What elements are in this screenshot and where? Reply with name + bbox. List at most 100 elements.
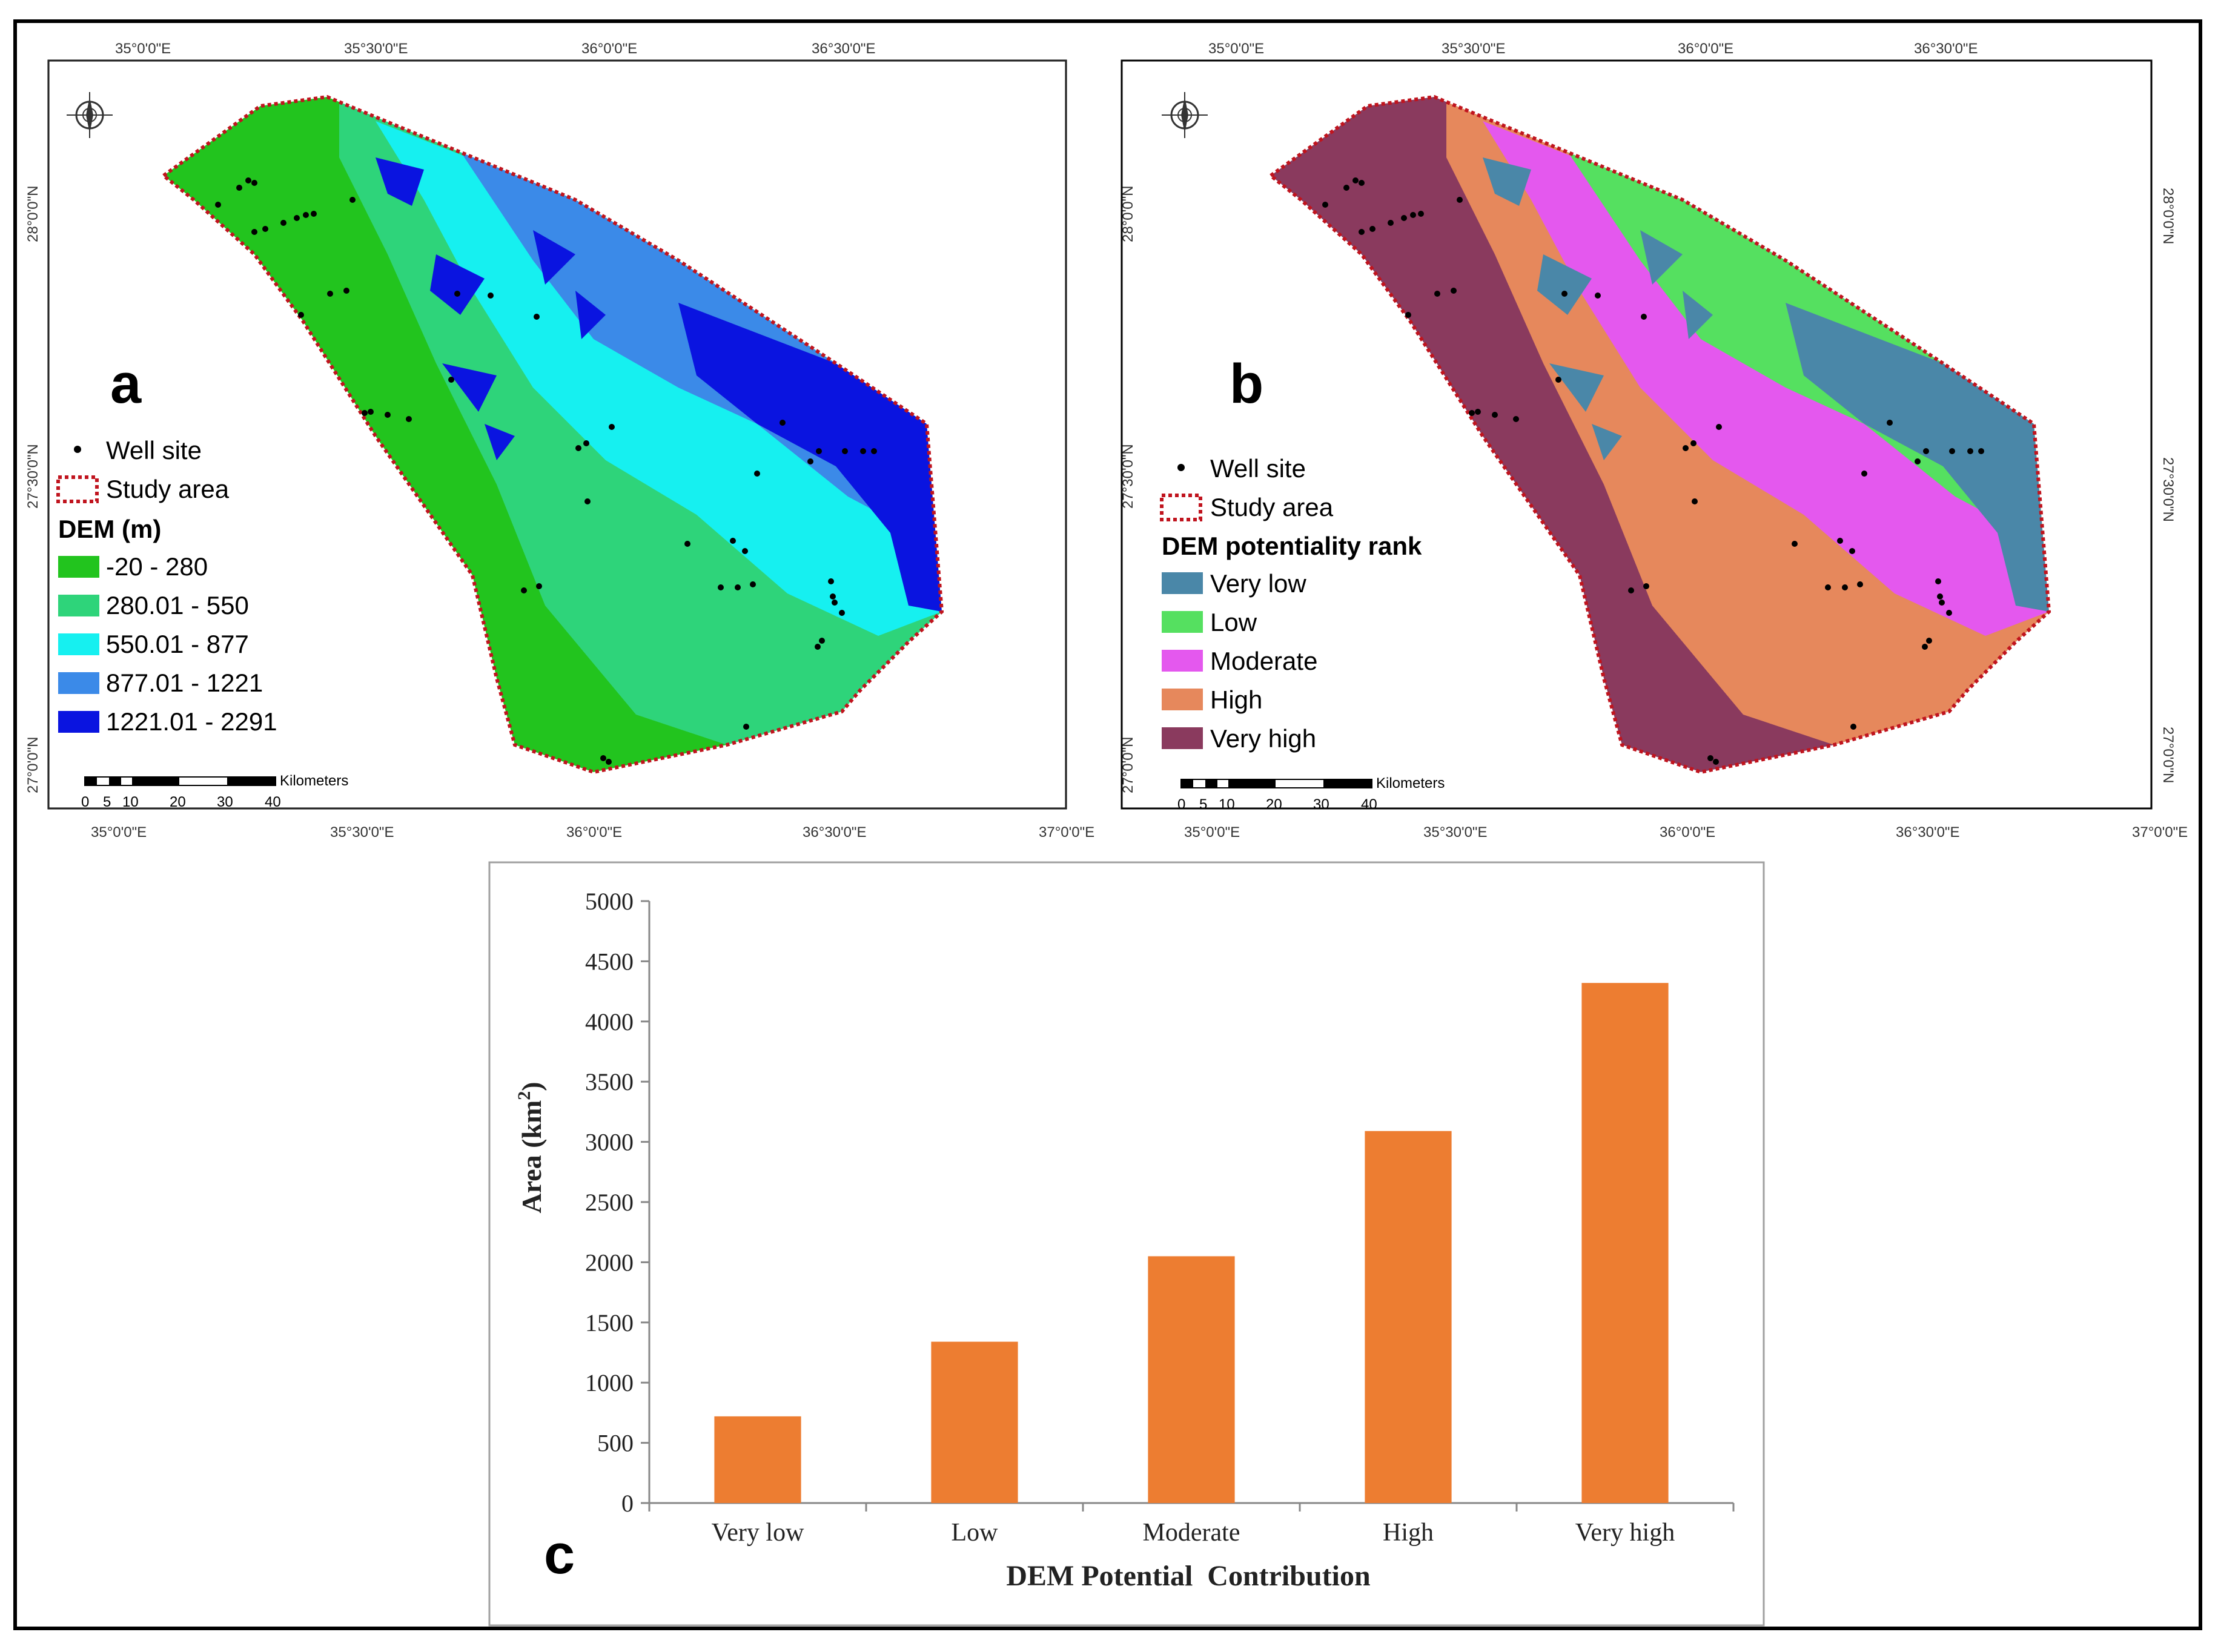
svg-text:35°0'0"E: 35°0'0"E [91,824,147,841]
panel-b-legend: Well site Study area DEM potentiality ra… [1160,454,1422,753]
svg-text:37°0'0"E: 37°0'0"E [1039,824,1094,841]
y-tick-label: 2000 [585,1249,634,1276]
ylabel-close: ) [516,1082,547,1091]
panel-a-scale-tick: 20 [170,794,186,810]
panel-a-wells [215,177,877,765]
panel-a-scale-tick: 0 [81,794,89,810]
svg-text:36°0'0"E: 36°0'0"E [566,824,622,841]
panel-a-legend-class-2: 280.01 - 550 [106,591,249,620]
panel-a-study-area [164,97,942,772]
panel-b-potentiality-map: b Well site Study area DEM potentiality … [1120,41,2188,841]
y-tick-label: 4500 [585,948,634,975]
svg-text:35°30'0"E: 35°30'0"E [1423,824,1487,841]
svg-text:27°30'0"N: 27°30'0"N [2160,457,2176,522]
svg-text:36°30'0"E: 36°30'0"E [812,41,875,57]
chart-x-axis: Very low Low Moderate High Very high [712,1519,1675,1547]
svg-text:35°0'0"E: 35°0'0"E [115,41,171,57]
panel-a-letter: a [110,353,142,415]
compass-icon [67,92,113,138]
panel-a-legend-class-3: 550.01 - 877 [106,630,249,658]
y-tick-label: 3000 [585,1129,634,1156]
ylabel-sup: 2 [514,1091,534,1100]
panel-a-legend: Well site Study area DEM (m) -20 - 280 2… [56,436,277,736]
y-tick-label: 2500 [585,1189,634,1216]
panel-a-scalebar: Kilometers 0 5 10 20 30 40 [81,773,348,810]
panel-b-scale-tick: 40 [1361,796,1377,813]
panel-b-scale-tick: 10 [1219,796,1235,813]
x-tick-label: Very high [1575,1519,1675,1547]
panel-a-scale-tick: 40 [265,794,281,810]
panel-a-bottom-ticks: 35°0'0"E 35°30'0"E 36°0'0"E 36°30'0"E 37… [91,824,1094,841]
svg-text:27°0'0"N: 27°0'0"N [2160,727,2176,783]
ylabel-main: Area (km [516,1100,547,1214]
svg-text:27°30'0"N: 27°30'0"N [25,444,41,509]
panel-c-letter: c [544,1524,575,1585]
svg-text:35°0'0"E: 35°0'0"E [1184,824,1240,841]
panel-b-scalebar: Kilometers 0 5 10 20 30 40 [1177,775,1445,813]
bar-very-high [1581,983,1669,1503]
svg-text:35°0'0"E: 35°0'0"E [1208,41,1264,57]
panel-b-legend-title: DEM potentiality rank [1162,532,1422,560]
panel-b-legend-class-4: High [1210,686,1262,714]
svg-text:36°30'0"E: 36°30'0"E [803,824,866,841]
panel-a-legend-study: Study area [106,475,230,503]
panel-a-legend-class-4: 877.01 - 1221 [106,669,263,697]
panel-b-scale-tick: 30 [1313,796,1329,813]
x-tick-label: Moderate [1143,1519,1240,1547]
bar-very-low [714,1416,801,1503]
svg-text:36°0'0"E: 36°0'0"E [1660,824,1715,841]
panel-b-legend-well: Well site [1210,454,1306,483]
panel-a-legend-class-5: 1221.01 - 2291 [106,707,277,736]
y-tick-label: 1500 [585,1309,634,1336]
svg-text:35°30'0"E: 35°30'0"E [344,41,408,57]
panel-b-legend-class-3: Moderate [1210,647,1317,675]
y-tick-label: 500 [597,1430,634,1457]
x-tick-label: Low [952,1519,999,1547]
panel-a-scale-tick: 30 [217,794,233,810]
svg-text:36°0'0"E: 36°0'0"E [1678,41,1733,57]
panel-a-scale-tick: 5 [103,794,111,810]
panel-a-dem-map: a Well site Study area DEM (m) -20 - 280… [25,41,1094,841]
chart-y-axis: 0 500 1000 1500 2000 2500 3000 3500 4000 4500 5000 [585,888,1735,1517]
x-tick-label: High [1383,1519,1434,1547]
y-tick-label: 3500 [585,1068,634,1095]
svg-text:27°30'0"N: 27°30'0"N [1120,444,1136,509]
chart-frame [488,861,1765,1627]
panel-b-scale-unit: Kilometers [1376,775,1445,791]
y-tick-label: 1000 [585,1369,634,1396]
svg-text:28°0'0"N: 28°0'0"N [1120,186,1136,242]
panel-b-legend-class-5: Very high [1210,724,1316,753]
y-tick-label: 5000 [585,888,634,915]
svg-text:28°0'0"N: 28°0'0"N [25,186,41,242]
panel-b-lat-ticks-right: 28°0'0"N 27°30'0"N 27°0'0"N [2160,188,2176,783]
panel-c-bar-chart: 0 500 1000 1500 2000 2500 3000 3500 4000 4500 5000… [488,861,1765,1627]
svg-text:36°30'0"E: 36°30'0"E [1914,41,1978,57]
panel-b-scale-tick: 5 [1199,796,1207,813]
svg-text:37°0'0"E: 37°0'0"E [2132,824,2188,841]
chart-bars [714,983,1669,1503]
svg-text:35°30'0"E: 35°30'0"E [330,824,394,841]
panel-a-scale-tick: 10 [122,794,139,810]
panel-b-scale-tick: 0 [1177,796,1185,813]
panel-b-legend-class-1: Very low [1210,569,1306,598]
figure-frame [13,19,2202,1630]
compass-icon [1162,92,1208,138]
svg-text:27°0'0"N: 27°0'0"N [25,737,41,793]
panel-b-bottom-ticks: 35°0'0"E 35°30'0"E 36°0'0"E 36°30'0"E 37… [1184,824,2188,841]
panel-a-legend-title: DEM (m) [58,515,161,543]
panel-a-legend-well: Well site [106,436,202,464]
panel-a-study-area-boundary [161,94,944,775]
panel-b-legend-class-2: Low [1210,608,1257,636]
svg-text:35°30'0"E: 35°30'0"E [1442,41,1505,57]
panel-a-top-ticks: 35°0'0"E 35°30'0"E 36°0'0"E 36°30'0"E [115,41,875,57]
svg-text:28°0'0"N: 28°0'0"N [2160,188,2176,244]
chart-y-axis-title: Area (km2) [514,1082,547,1213]
panel-b-wells [1322,177,1984,765]
panel-a-legend-class-1: -20 - 280 [106,552,208,581]
panel-b-legend-study: Study area [1210,493,1334,521]
bar-low [931,1341,1018,1503]
panel-b-lat-ticks-left: 28°0'0"N 27°30'0"N 27°0'0"N [1120,186,1136,793]
svg-text:27°0'0"N: 27°0'0"N [1120,737,1136,793]
panel-a-lat-ticks: 28°0'0"N 27°30'0"N 27°0'0"N [25,186,41,793]
x-tick-label: Very low [712,1519,804,1547]
